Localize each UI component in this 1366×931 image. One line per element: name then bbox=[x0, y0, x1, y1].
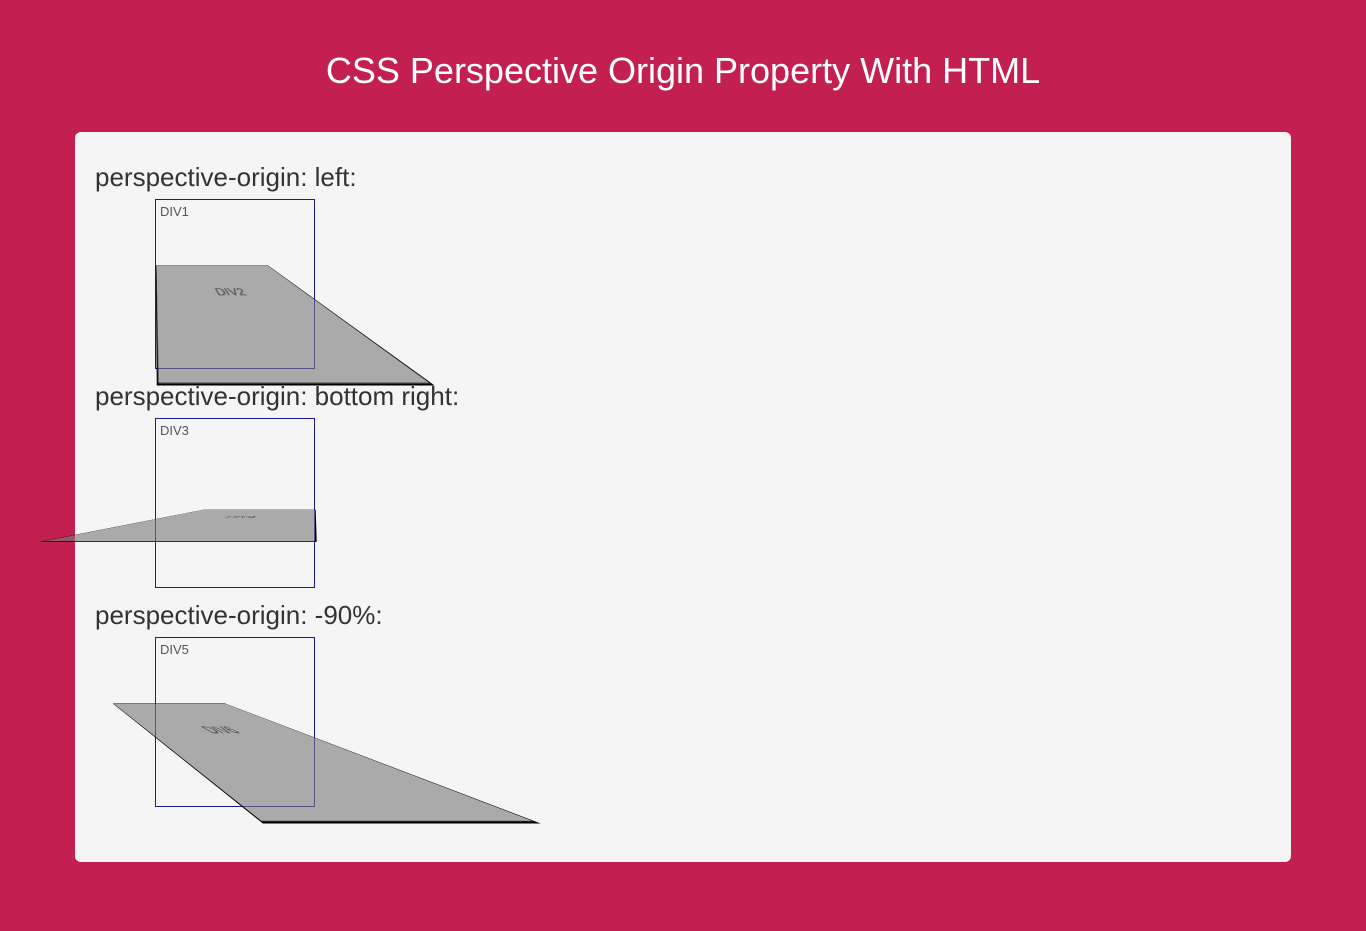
outer-div-label-3: DIV5 bbox=[160, 642, 189, 657]
perspective-container-2: DIV3 DIV4 bbox=[155, 418, 315, 588]
page-title: CSS Perspective Origin Property With HTM… bbox=[0, 0, 1366, 132]
inner-div-box-3: DIV6 bbox=[113, 703, 541, 823]
inner-div-box-1: DIV2 bbox=[156, 265, 435, 385]
perspective-container-1: DIV1 DIV2 bbox=[155, 199, 315, 369]
content-panel: perspective-origin: left: DIV1 DIV2 pers… bbox=[75, 132, 1291, 862]
outer-div-label-2: DIV3 bbox=[160, 423, 189, 438]
inner-div-box-2: DIV4 bbox=[39, 510, 317, 542]
outer-div-label-1: DIV1 bbox=[160, 204, 189, 219]
perspective-container-3: DIV5 DIV6 bbox=[155, 637, 315, 807]
example-label-2: perspective-origin: bottom right: bbox=[95, 381, 1271, 412]
example-label-1: perspective-origin: left: bbox=[95, 162, 1271, 193]
example-label-3: perspective-origin: -90%: bbox=[95, 600, 1271, 631]
